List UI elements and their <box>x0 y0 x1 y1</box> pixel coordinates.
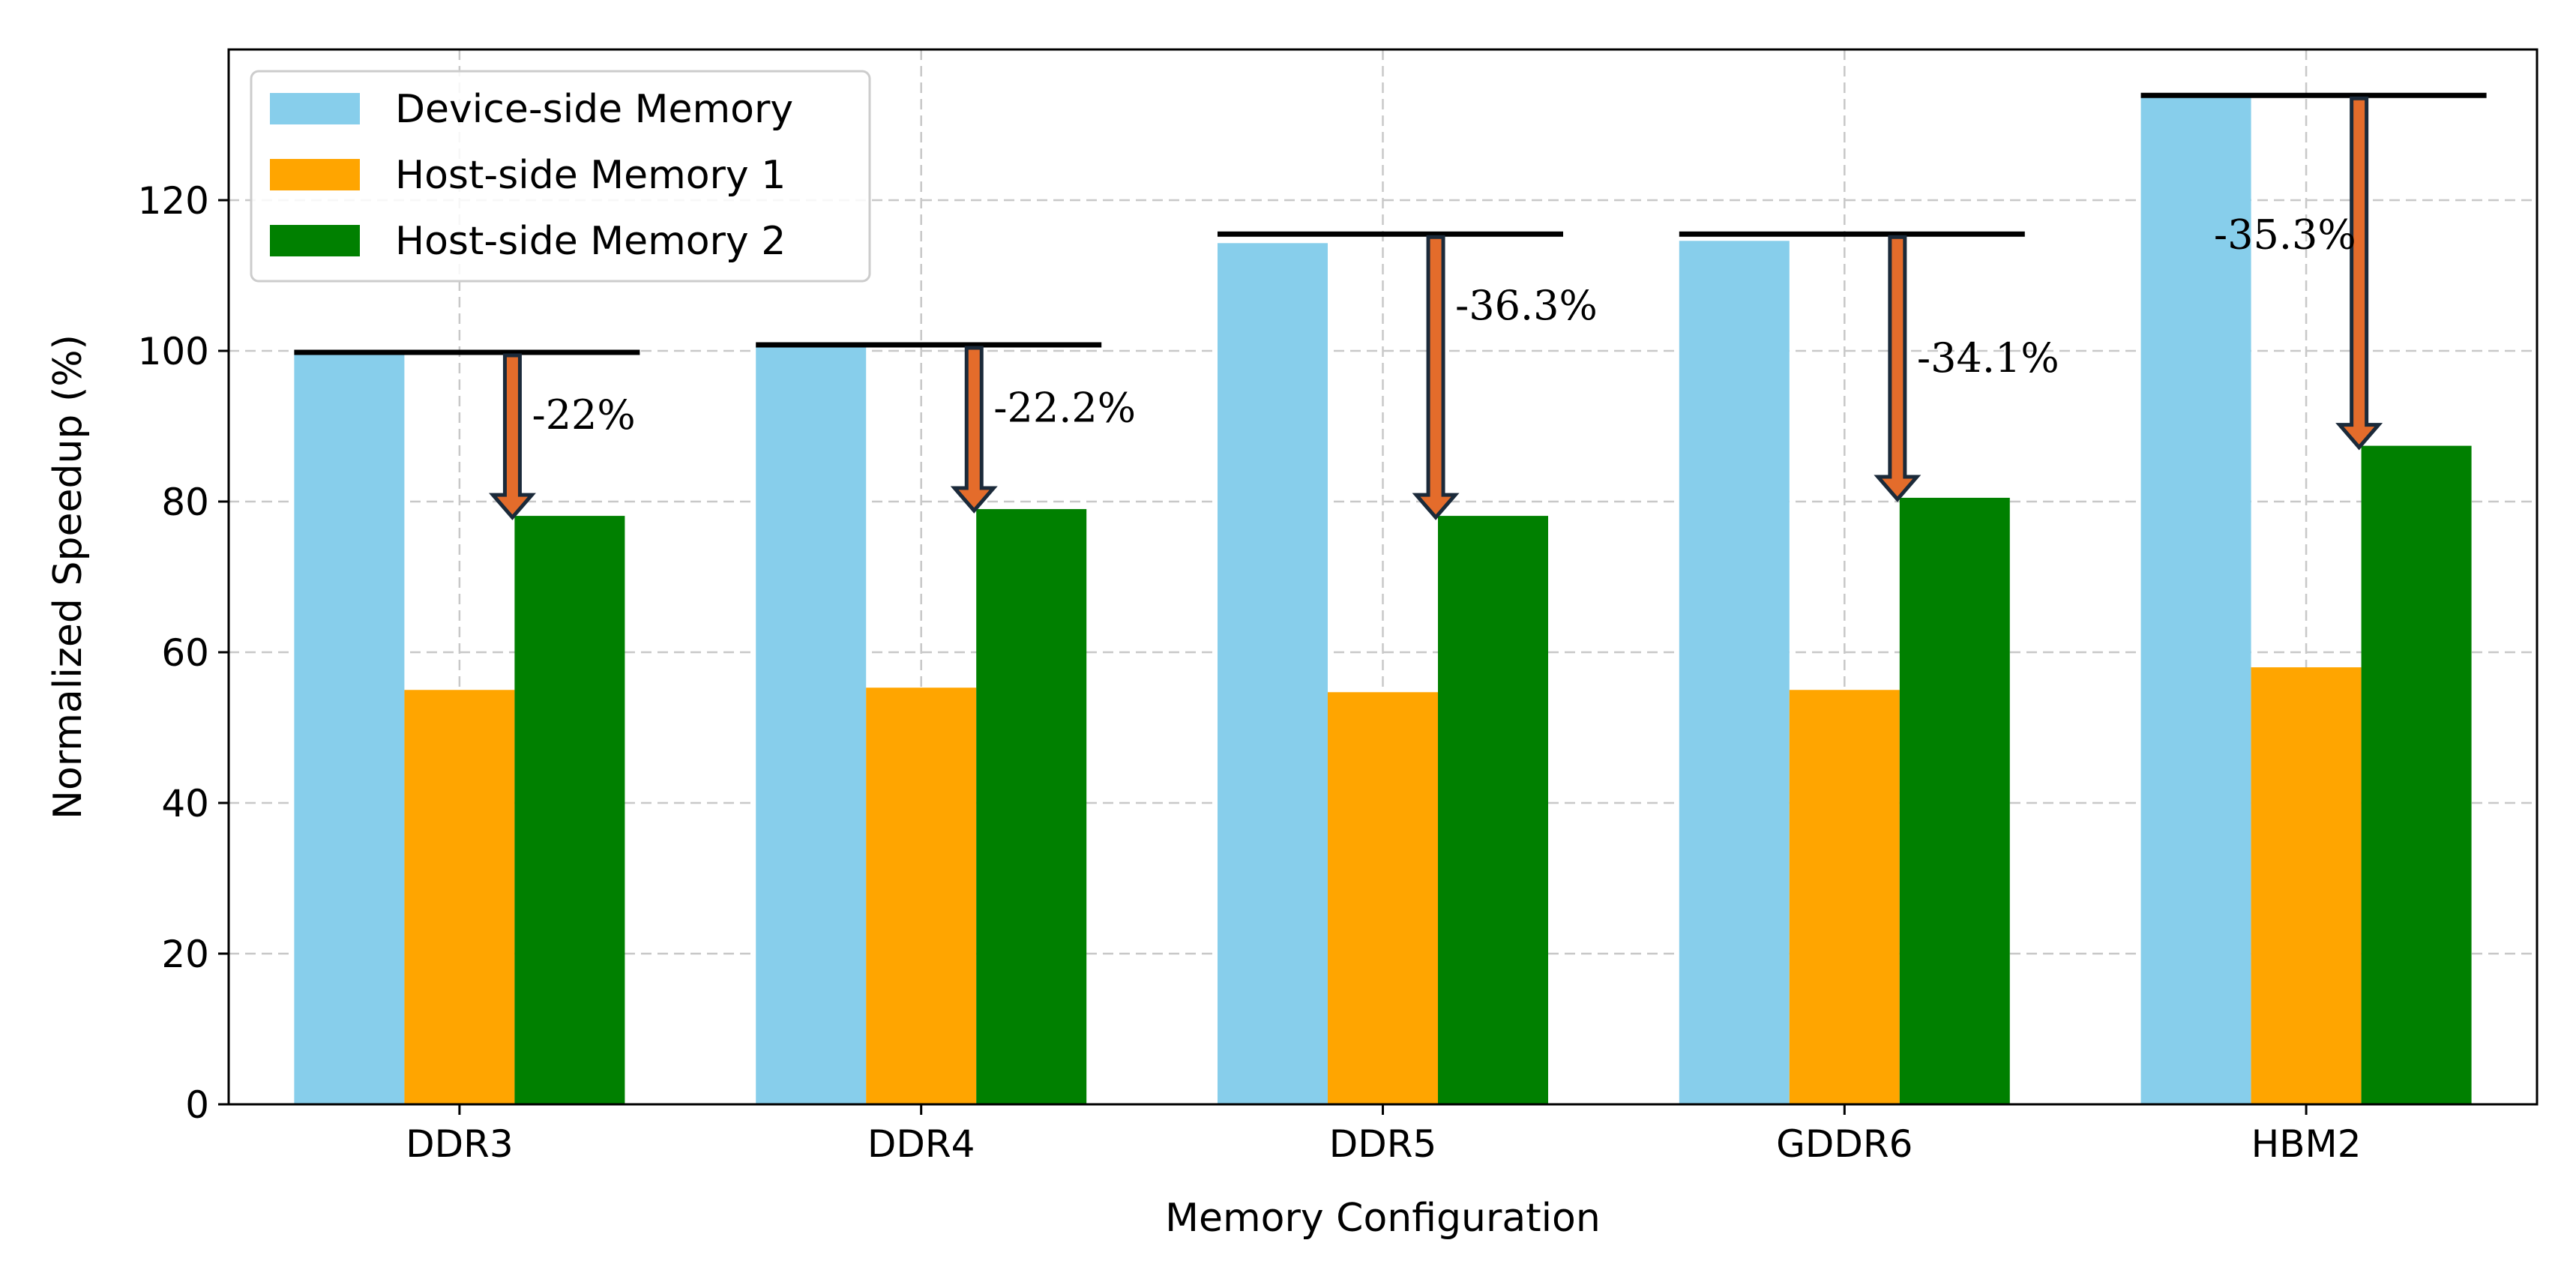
annotation-ddr4: -22.2% <box>993 385 1136 432</box>
legend-box <box>250 70 871 283</box>
y-axis: 0 20 40 60 80 100 120 <box>138 179 229 1127</box>
x-tick-label-hbm2: HBM2 <box>2251 1122 2362 1166</box>
legend: Device-side Memory Host-side Memory 1 Ho… <box>250 70 871 283</box>
bar-device-side-hbm2 <box>2140 95 2251 1104</box>
y-tick-label: 60 <box>161 631 209 675</box>
bar-host-side-2-ddr4 <box>976 509 1087 1104</box>
annotation-gddr6: -34.1% <box>1917 334 2059 382</box>
y-tick-label: 100 <box>138 330 209 373</box>
y-tick-label: 80 <box>161 481 209 524</box>
bar-host-side-1-ddr4 <box>866 687 977 1104</box>
bar-host-side-1-ddr3 <box>404 690 515 1104</box>
bar-device-side-gddr6 <box>1679 241 1790 1104</box>
x-tick-label-ddr4: DDR4 <box>867 1122 975 1166</box>
bar-host-side-1-gddr6 <box>1789 690 1900 1104</box>
legend-swatch-host-side-1 <box>270 159 360 190</box>
x-axis: DDR3 DDR4 DDR5 GDDR6 HBM2 <box>406 1104 2362 1166</box>
bar-device-side-ddr5 <box>1218 243 1328 1104</box>
x-tick-label-gddr6: GDDR6 <box>1776 1122 1913 1166</box>
annotation-hbm2: -35.3% <box>2214 211 2356 258</box>
bar-host-side-1-hbm2 <box>2251 667 2362 1104</box>
y-tick-label: 40 <box>161 782 209 825</box>
legend-swatch-device-side <box>270 93 360 124</box>
bar-device-side-ddr4 <box>756 346 867 1105</box>
y-tick-label: 120 <box>138 179 209 223</box>
drop-arrow-ddr5 <box>1412 235 1460 520</box>
legend-label-host-side-1: Host-side Memory 1 <box>395 153 786 198</box>
legend-label-device-side: Device-side Memory <box>395 87 793 132</box>
x-axis-title: Memory Configuration <box>1165 1196 1601 1241</box>
x-tick-label-ddr5: DDR5 <box>1329 1122 1437 1166</box>
annotation-ddr5: -36.3% <box>1455 282 1598 329</box>
legend-swatch-host-side-2 <box>270 225 360 256</box>
bar-host-side-2-hbm2 <box>2361 445 2472 1104</box>
annotations-layer: -22% -22.2% -36.3% -34.1% -35.3% <box>532 211 2356 439</box>
drop-arrow-hbm2 <box>2335 96 2383 451</box>
bar-device-side-ddr3 <box>294 355 405 1104</box>
bar-host-side-1-ddr5 <box>1328 692 1438 1104</box>
y-tick-label: 0 <box>185 1083 209 1127</box>
legend-label-host-side-2: Host-side Memory 2 <box>395 219 786 264</box>
drop-arrow-ddr4 <box>950 346 998 514</box>
arrows-layer <box>488 96 2383 520</box>
drop-arrow-gddr6 <box>1874 235 1922 502</box>
y-axis-title: Normalized Speedup (%) <box>46 334 91 819</box>
x-tick-label-ddr3: DDR3 <box>406 1122 514 1166</box>
bar-host-side-2-ddr3 <box>514 516 625 1104</box>
y-tick-label: 20 <box>161 933 209 976</box>
annotation-ddr3: -22% <box>532 391 635 439</box>
bar-host-side-2-ddr5 <box>1438 516 1548 1104</box>
drop-arrow-ddr3 <box>488 353 536 520</box>
reference-lines-layer <box>294 92 2487 355</box>
bar-host-side-2-gddr6 <box>1899 497 2010 1104</box>
bars-layer <box>294 95 2472 1105</box>
